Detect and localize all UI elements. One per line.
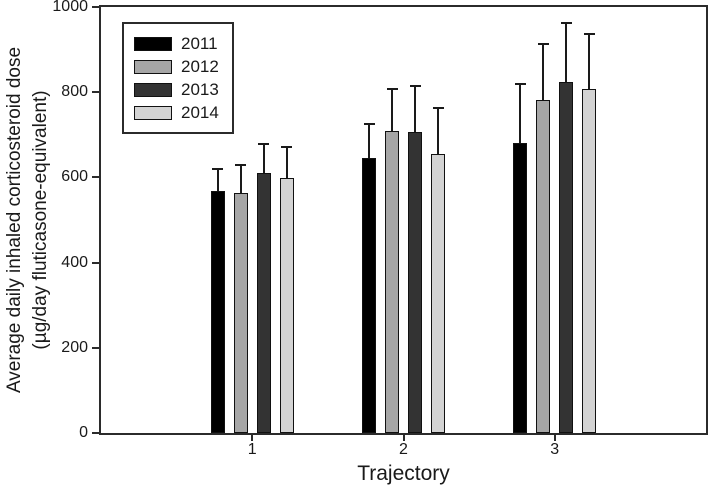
x-tick-label: 2: [399, 441, 408, 458]
error-bar-cap: [363, 123, 375, 126]
error-bar-stem: [391, 88, 393, 132]
error-bar-stem: [519, 82, 522, 144]
y-tick-label: 800: [61, 83, 88, 101]
legend-row-2011: 2011: [134, 32, 232, 55]
y-tick-mark: [92, 176, 101, 179]
y-tick-mark: [92, 261, 101, 264]
error-bar-cap: [212, 167, 224, 170]
error-bar-2012-trajectory-3: [537, 43, 549, 101]
x-tick-mark: [251, 433, 254, 441]
legend-row-2013: 2013: [134, 78, 232, 101]
x-tick-label: 3: [550, 441, 560, 458]
x-axis-title: Trajectory: [357, 462, 450, 485]
y-tick-mark: [92, 432, 101, 434]
y-tick-label: 600: [61, 168, 88, 186]
x-tick-label: 1: [247, 441, 257, 458]
error-bar-stem: [262, 143, 265, 174]
legend-label: 2012: [181, 57, 219, 76]
y-tick-mark: [92, 6, 101, 8]
error-bar-stem: [285, 146, 288, 179]
error-bar-cap: [409, 85, 421, 88]
bar-2012-trajectory-1: [233, 193, 248, 433]
error-bar-2011-trajectory-3: [514, 82, 526, 144]
error-bar-cap: [258, 143, 270, 146]
x-tick-mark: [402, 433, 405, 441]
error-bar-2011-trajectory-2: [363, 123, 375, 159]
x-tick-mark: [553, 433, 556, 441]
bar-2014-trajectory-3: [582, 88, 597, 433]
y-tick-mark: [92, 346, 101, 349]
bar-2012-trajectory-2: [385, 131, 399, 433]
legend-label: 2014: [181, 103, 219, 122]
error-bar-stem: [216, 167, 219, 192]
error-bar-2012-trajectory-2: [386, 88, 398, 132]
error-bar-stem: [565, 22, 568, 83]
y-tick-mark: [92, 91, 101, 94]
legend-row-2012: 2012: [134, 55, 232, 78]
y-tick-label: 400: [61, 253, 88, 271]
bar-2011-trajectory-1: [210, 191, 225, 433]
error-bar-stem: [414, 85, 416, 133]
y-tick-label: 1000: [52, 0, 88, 15]
error-bar-2013-trajectory-2: [409, 85, 421, 133]
y-tick-label: 200: [61, 338, 88, 356]
error-bar-cap: [537, 43, 549, 46]
bar-2014-trajectory-1: [279, 178, 294, 433]
legend-swatch-2014: [134, 105, 172, 120]
error-bar-cap: [432, 107, 444, 110]
legend-label: 2013: [181, 80, 219, 99]
y-axis-title-line1: Average daily inhaled corticosteroid dos…: [4, 46, 25, 394]
error-bar-stem: [368, 123, 370, 159]
bar-2011-trajectory-2: [362, 158, 376, 433]
bar-2011-trajectory-3: [513, 143, 528, 433]
error-bar-cap: [386, 88, 398, 91]
y-axis-title: Average daily inhaled corticosteroid dos…: [2, 0, 54, 448]
bar-2012-trajectory-3: [536, 100, 551, 433]
plot-area: 2011 2012 2013 2014: [101, 7, 706, 433]
error-bar-cap: [281, 146, 293, 149]
y-axis-title-line2: (µg/day fluticasone-equivalent): [30, 90, 51, 350]
legend-swatch-2011: [134, 36, 172, 51]
error-bar-2014-trajectory-1: [281, 146, 293, 179]
error-bar-cap: [514, 82, 526, 85]
error-bar-stem: [437, 107, 439, 155]
error-bar-stem: [239, 164, 242, 194]
bar-2013-trajectory-1: [256, 173, 271, 433]
error-bar-2014-trajectory-3: [583, 32, 595, 89]
legend-swatch-2013: [134, 82, 172, 97]
bar-2013-trajectory-3: [559, 82, 574, 433]
error-bar-cap: [560, 22, 572, 25]
legend-label: 2011: [181, 34, 218, 53]
error-bar-cap: [235, 164, 247, 167]
error-bar-2013-trajectory-1: [258, 143, 270, 174]
legend: 2011 2012 2013 2014: [122, 22, 234, 134]
error-bar-2012-trajectory-1: [235, 164, 247, 194]
error-bar-stem: [542, 43, 545, 101]
bar-2014-trajectory-2: [431, 154, 445, 433]
error-bar-stem: [588, 32, 591, 89]
y-tick-label: 0: [79, 424, 88, 441]
error-bar-2014-trajectory-2: [432, 107, 444, 155]
bar-2013-trajectory-2: [408, 132, 422, 433]
legend-swatch-2012: [134, 59, 172, 74]
error-bar-2011-trajectory-1: [212, 167, 224, 192]
legend-row-2014: 2014: [134, 101, 232, 124]
error-bar-2013-trajectory-3: [560, 22, 572, 83]
error-bar-cap: [583, 32, 595, 35]
